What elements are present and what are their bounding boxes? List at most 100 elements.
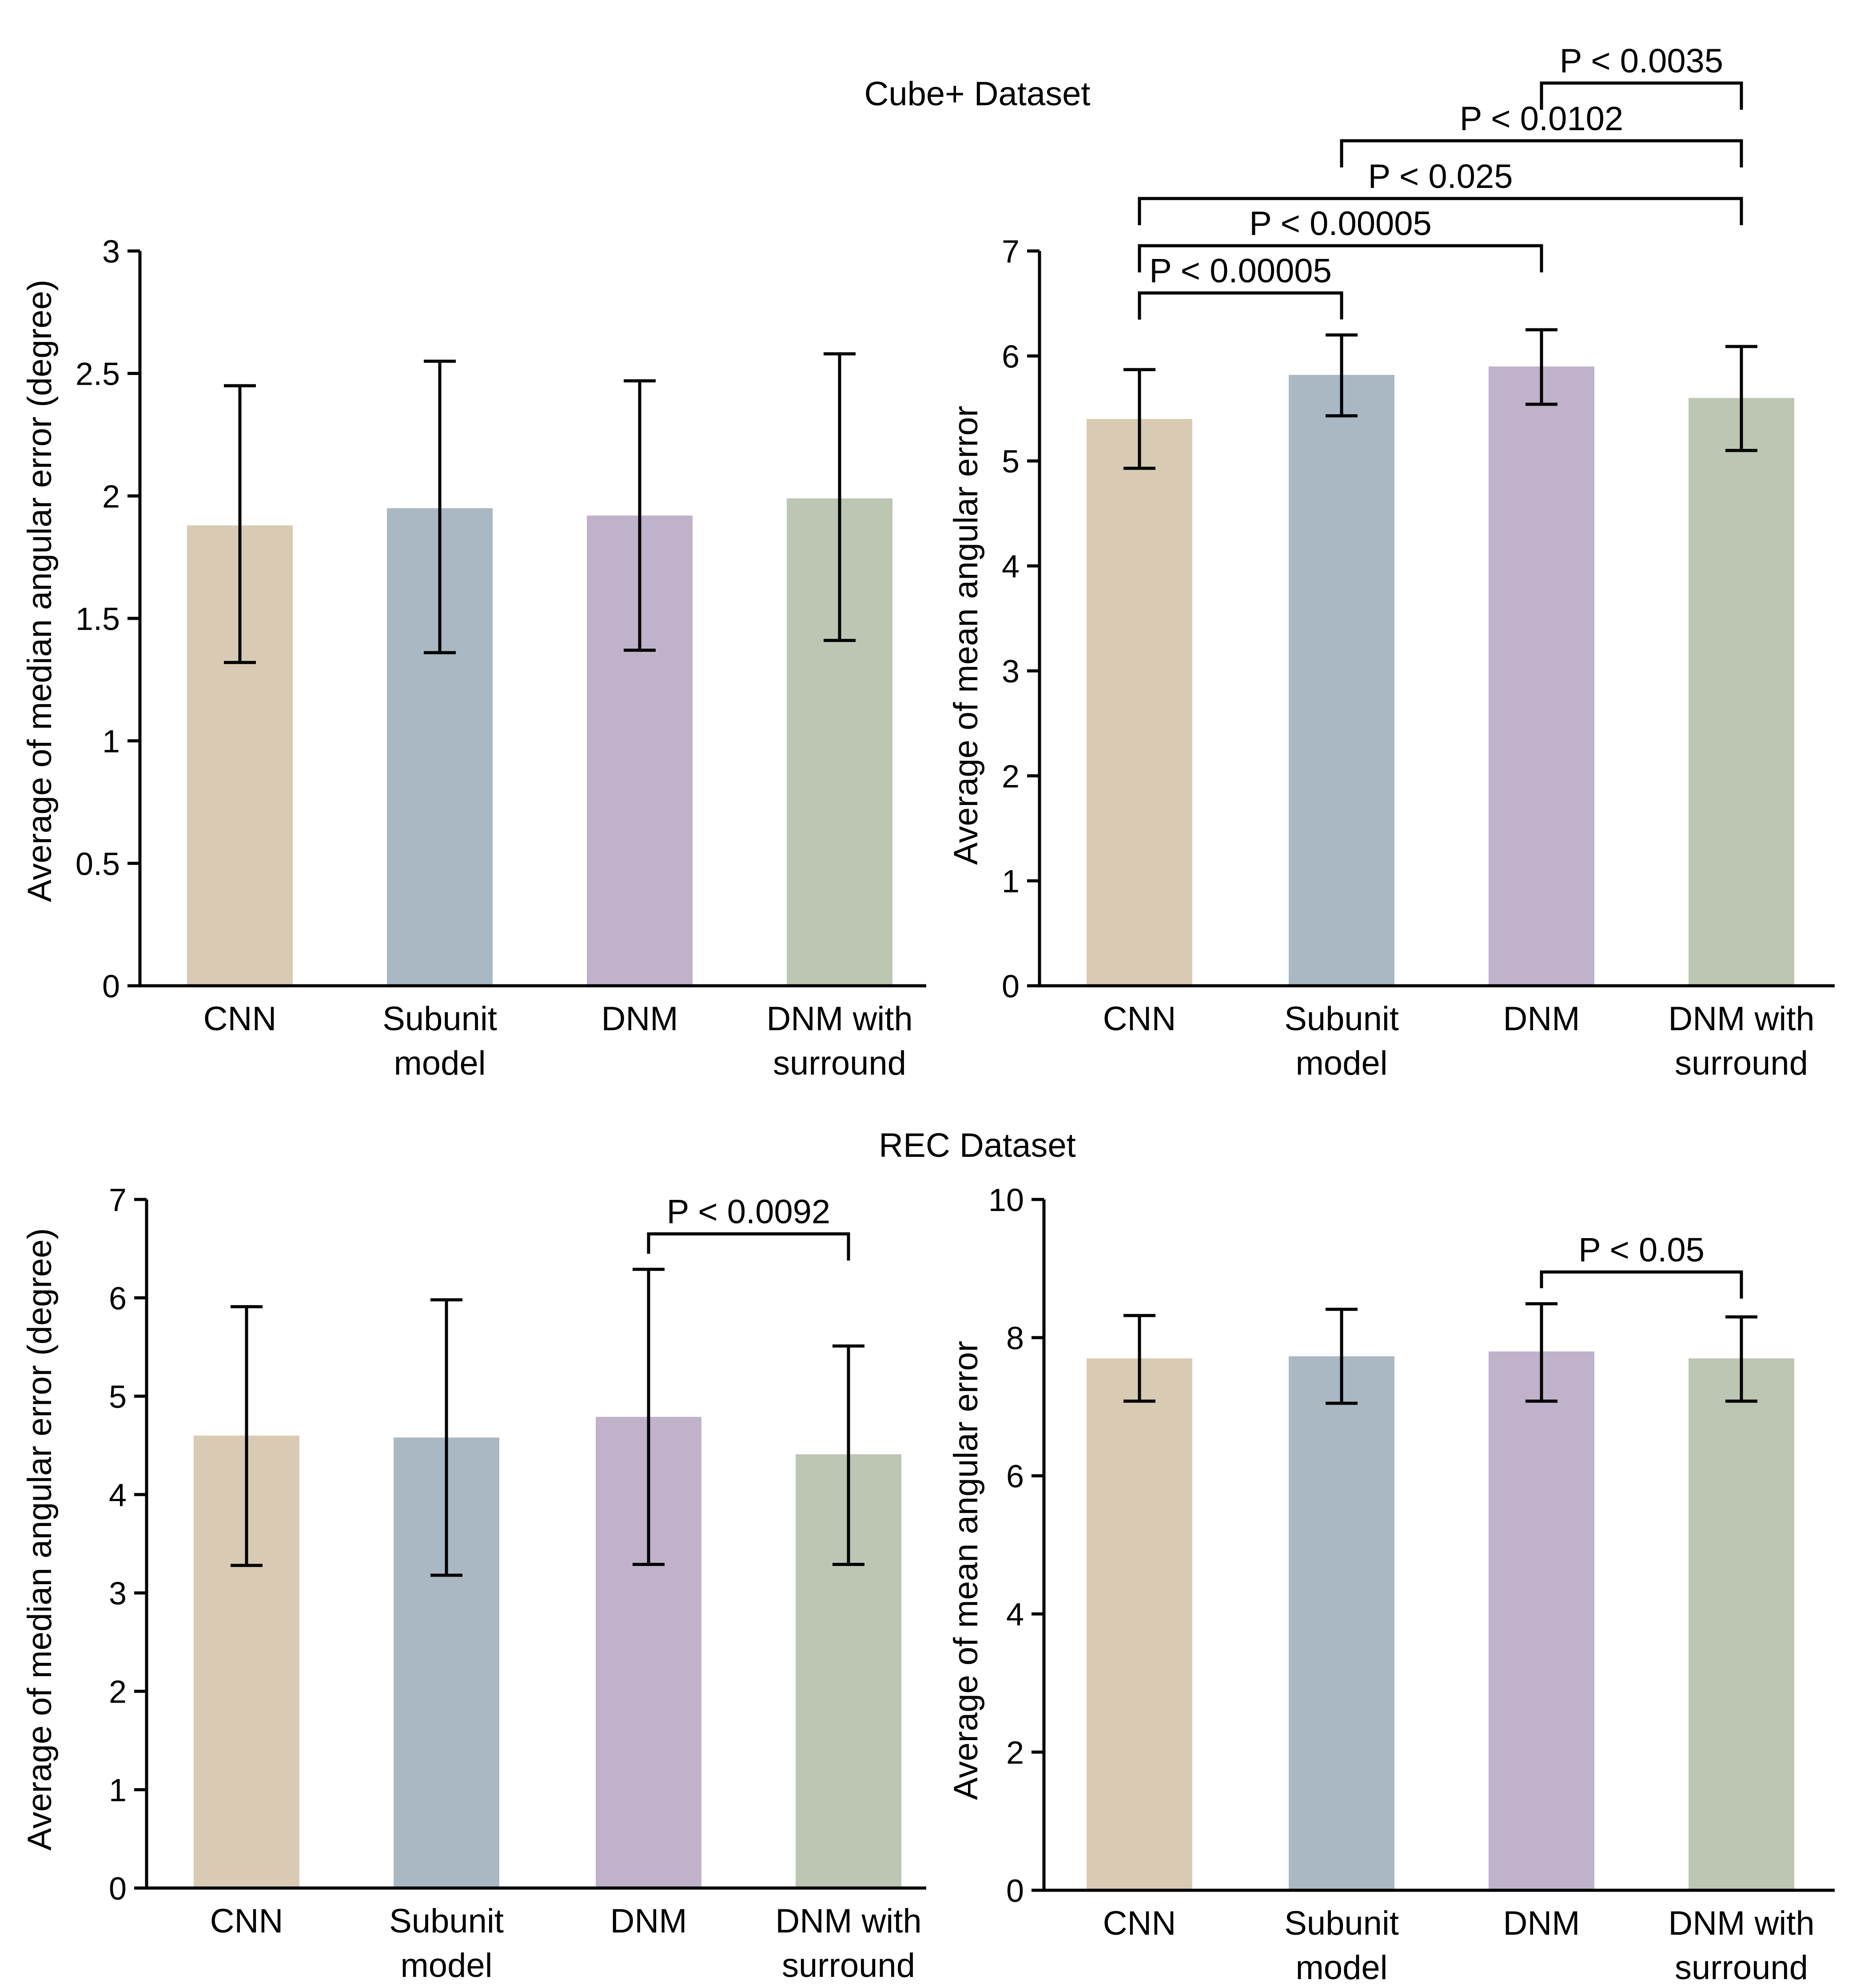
error-bar-dnm bbox=[633, 1267, 665, 1566]
significance-label: P < 0.0092 bbox=[667, 1193, 830, 1231]
y-axis-title: Average of mean angular error bbox=[947, 406, 985, 865]
x-tick-label: DNM with bbox=[1668, 1904, 1814, 1942]
x-tick-label: surround bbox=[1675, 1044, 1808, 1082]
y-tick-label: 7 bbox=[109, 1183, 127, 1218]
error-bar-cnn bbox=[224, 384, 256, 664]
significance-bracket-line bbox=[1340, 139, 1743, 167]
significance-bracket-line bbox=[1540, 1270, 1743, 1299]
significance-bracket bbox=[1540, 1270, 1743, 1299]
y-tick-label: 1.5 bbox=[76, 602, 120, 637]
y-tick-label: 2.5 bbox=[76, 357, 120, 392]
x-tick-label: surround bbox=[773, 1044, 906, 1082]
x-tick-label: Subunit bbox=[1284, 1904, 1399, 1942]
significance-bracket bbox=[1138, 244, 1543, 273]
error-bar-subunit-model bbox=[1326, 333, 1358, 418]
bar-dnm-with-surround bbox=[1689, 398, 1794, 986]
error-bar-dnm bbox=[1525, 1302, 1557, 1403]
y-tick-label: 2 bbox=[1006, 1735, 1024, 1771]
error-bar-subunit-model bbox=[430, 1298, 462, 1577]
y-axis-title: Average of median angular error (degree) bbox=[21, 1228, 59, 1850]
error-bar-dnm-with-surround bbox=[1725, 1315, 1757, 1403]
x-tick-label: Subunit bbox=[382, 1000, 497, 1038]
error-bar-subunit-model bbox=[1326, 1307, 1358, 1405]
error-bar-cnn bbox=[1123, 1314, 1155, 1403]
error-bar-dnm-with-surround bbox=[824, 352, 856, 642]
y-tick-label: 6 bbox=[1002, 339, 1020, 374]
significance-label: P < 0.05 bbox=[1578, 1231, 1705, 1269]
y-tick-label: 2 bbox=[102, 479, 120, 514]
chart-panel-4: 0 2 4 6 8 10 Average of mean angular error CNN S… bbox=[947, 1183, 1835, 1987]
y-axis-title: Average of median angular error (degree) bbox=[21, 279, 59, 902]
chart-panel-2: 0 1 2 3 4 5 6 7 Average of mean angular error CNN… bbox=[947, 42, 1835, 1082]
significance-bracket bbox=[1138, 197, 1743, 225]
significance-bracket bbox=[1540, 81, 1743, 110]
x-tick-label: DNM bbox=[601, 1000, 678, 1038]
bar-subunit-model bbox=[1289, 1356, 1394, 1890]
y-tick-label: 3 bbox=[109, 1576, 127, 1612]
significance-label: P < 0.0035 bbox=[1560, 42, 1723, 80]
significance-bracket-line bbox=[1138, 197, 1743, 225]
x-tick-label: Subunit bbox=[1284, 1000, 1399, 1038]
x-tick-label: CNN bbox=[1103, 1904, 1176, 1942]
x-tick-label: CNN bbox=[1103, 1000, 1176, 1038]
y-tick-label: 4 bbox=[109, 1478, 127, 1513]
y-tick-label: 7 bbox=[1002, 234, 1020, 270]
section-title-cube-plus: Cube+ Dataset bbox=[864, 75, 1091, 113]
significance-bracket-line bbox=[1138, 291, 1343, 320]
y-tick-label: 10 bbox=[988, 1183, 1024, 1218]
error-bar-subunit-model bbox=[424, 359, 456, 654]
bar-cnn bbox=[1087, 419, 1192, 986]
y-tick-label: 0 bbox=[1006, 1873, 1024, 1909]
significance-label: P < 0.00005 bbox=[1249, 205, 1432, 243]
y-tick-label: 0 bbox=[102, 969, 120, 1004]
x-tick-label: CNN bbox=[210, 1902, 283, 1940]
significance-bracket bbox=[1138, 291, 1343, 320]
y-tick-label: 4 bbox=[1002, 549, 1020, 585]
x-tick-label: surround bbox=[782, 1947, 915, 1984]
x-tick-label: DNM with bbox=[766, 1000, 912, 1038]
x-tick-label: surround bbox=[1675, 1949, 1808, 1987]
x-tick-label: DNM bbox=[1503, 1904, 1580, 1942]
x-tick-label: Subunit bbox=[389, 1902, 504, 1940]
y-tick-label: 1 bbox=[1002, 864, 1020, 900]
significance-bracket-line bbox=[1540, 81, 1743, 110]
x-tick-label: CNN bbox=[203, 1000, 277, 1038]
y-tick-label: 5 bbox=[109, 1379, 127, 1415]
significance-bracket bbox=[1340, 139, 1743, 167]
bar-dnm-with-surround bbox=[1689, 1358, 1794, 1890]
chart-panel-3: 0 1 2 3 4 5 6 7 Average of median angular error … bbox=[21, 1183, 926, 1984]
y-tick-label: 1 bbox=[102, 724, 120, 760]
x-tick-label: model bbox=[1296, 1949, 1388, 1987]
significance-bracket bbox=[647, 1232, 850, 1261]
x-tick-label: model bbox=[401, 1947, 493, 1984]
bar-dnm bbox=[1489, 1351, 1594, 1890]
y-tick-label: 0.5 bbox=[76, 846, 120, 882]
y-tick-label: 2 bbox=[1002, 759, 1020, 794]
y-tick-label: 5 bbox=[1002, 444, 1020, 480]
error-bar-cnn bbox=[231, 1305, 263, 1567]
significance-bracket-line bbox=[1138, 244, 1543, 273]
x-tick-label: model bbox=[1296, 1044, 1388, 1082]
y-tick-label: 6 bbox=[109, 1281, 127, 1316]
bar-dnm bbox=[1489, 366, 1594, 986]
y-tick-label: 0 bbox=[1002, 969, 1020, 1004]
error-bar-dnm-with-surround bbox=[832, 1344, 864, 1566]
error-bar-cnn bbox=[1123, 368, 1155, 470]
significance-bracket-line bbox=[647, 1232, 850, 1261]
error-bar-dnm bbox=[624, 379, 656, 652]
x-tick-label: DNM bbox=[1503, 1000, 1580, 1038]
y-tick-label: 1 bbox=[109, 1773, 127, 1809]
bar-subunit-model bbox=[1289, 374, 1394, 986]
y-tick-label: 6 bbox=[1006, 1459, 1024, 1494]
x-tick-label: DNM with bbox=[1668, 1000, 1814, 1038]
error-bar-dnm-with-surround bbox=[1725, 345, 1757, 452]
x-tick-label: DNM with bbox=[775, 1902, 921, 1940]
y-tick-label: 0 bbox=[109, 1871, 127, 1907]
bar-cnn bbox=[1087, 1358, 1192, 1890]
y-axis-title: Average of mean angular error bbox=[947, 1341, 985, 1800]
significance-label: P < 0.00005 bbox=[1149, 252, 1332, 290]
x-tick-label: model bbox=[394, 1044, 486, 1082]
significance-label: P < 0.025 bbox=[1368, 158, 1513, 195]
